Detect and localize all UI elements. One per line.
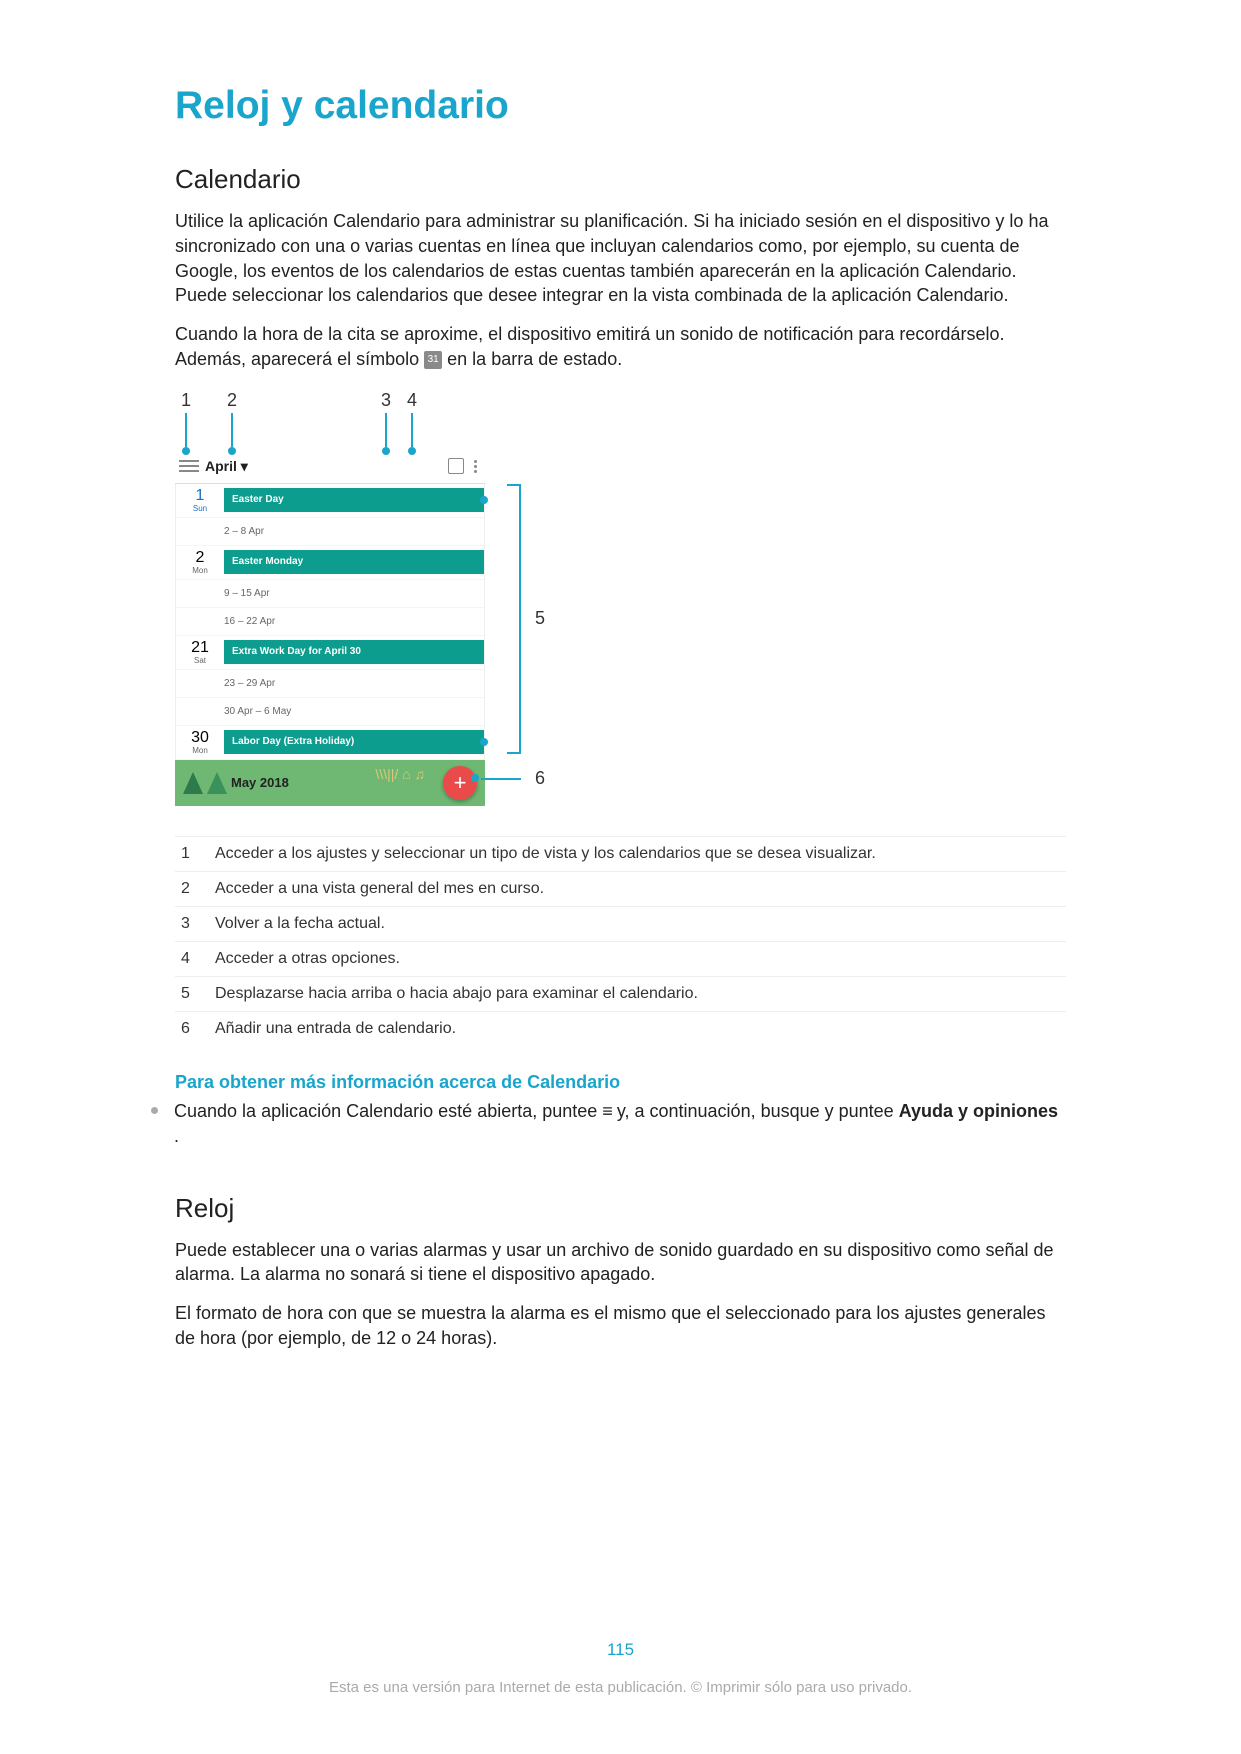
paragraph: Cuando la hora de la cita se aproxime, e…	[175, 322, 1066, 372]
table-row: 6Añadir una entrada de calendario.	[175, 1011, 1066, 1046]
date-number: 2	[180, 550, 220, 566]
event-pill[interactable]: Easter Monday	[224, 550, 484, 574]
calendar-header: April ▾	[175, 450, 485, 484]
legend-text: Acceder a una vista general del mes en c…	[209, 871, 1066, 906]
callout-5-bracket	[507, 484, 521, 754]
table-row: 5Desplazarse hacia arriba o hacia abajo …	[175, 976, 1066, 1011]
event-pill[interactable]: Easter Day	[224, 488, 484, 512]
legend-number: 3	[175, 906, 209, 941]
page-number: 115	[0, 1640, 1241, 1660]
paragraph: El formato de hora con que se muestra la…	[175, 1301, 1066, 1351]
date-column: 1Sun	[176, 484, 224, 517]
day-row: 1SunEaster Day	[176, 484, 484, 518]
callout-label: 2	[227, 390, 237, 410]
date-dayname: Sun	[180, 504, 220, 513]
calendar-illustration: 1 2 3 4 April ▾ 1SunEaster Day2 – 8 Apr2…	[175, 390, 485, 806]
footer-month: May 2018	[231, 775, 289, 790]
callout-6-dot	[471, 774, 479, 782]
week-range: 2 – 8 Apr	[176, 518, 484, 546]
legend-number: 1	[175, 836, 209, 871]
day-row: 21SatExtra Work Day for April 30	[176, 636, 484, 670]
legend-text: Acceder a otras opciones.	[209, 941, 1066, 976]
date-number: 21	[180, 640, 220, 656]
date-dayname: Mon	[180, 566, 220, 575]
callout-2: 2	[227, 390, 237, 455]
section-heading-calendario: Calendario	[175, 164, 1066, 195]
footer-note: Esta es una versión para Internet de est…	[0, 1679, 1241, 1696]
callout-3: 3	[381, 390, 391, 455]
week-range: 16 – 22 Apr	[176, 608, 484, 636]
calendar-status-icon: 31	[424, 351, 442, 369]
paragraph: Cuando la aplicación Calendario esté abi…	[174, 1099, 1066, 1149]
week-range: 30 Apr – 6 May	[176, 698, 484, 726]
callout-label: 1	[181, 390, 191, 410]
calendar-footer: May 2018 \\\||/ ⌂ ♫ +	[175, 760, 485, 806]
legend-number: 5	[175, 976, 209, 1011]
legend-number: 2	[175, 871, 209, 906]
legend-number: 6	[175, 1011, 209, 1046]
legend-text: Desplazarse hacia arriba o hacia abajo p…	[209, 976, 1066, 1011]
callout-6-line	[481, 778, 521, 780]
paragraph: Utilice la aplicación Calendario para ad…	[175, 209, 1066, 308]
date-number: 1	[180, 488, 220, 504]
date-number: 30	[180, 730, 220, 746]
callout-4: 4	[407, 390, 417, 455]
legend-table: 1Acceder a los ajustes y seleccionar un …	[175, 836, 1066, 1046]
paragraph: Puede establecer una o varias alarmas y …	[175, 1238, 1066, 1288]
add-event-fab[interactable]: +	[443, 766, 477, 800]
legend-number: 4	[175, 941, 209, 976]
table-row: 3Volver a la fecha actual.	[175, 906, 1066, 941]
legend-text: Acceder a los ajustes y seleccionar un t…	[209, 836, 1066, 871]
section-heading-reloj: Reloj	[175, 1193, 1066, 1224]
date-dayname: Mon	[180, 746, 220, 755]
table-row: 4Acceder a otras opciones.	[175, 941, 1066, 976]
callout-1: 1	[181, 390, 191, 455]
callout-5: 5	[535, 608, 545, 629]
callout-label: 4	[407, 390, 417, 410]
day-row: 2MonEaster Monday	[176, 546, 484, 580]
more-icon[interactable]	[470, 460, 481, 473]
date-dayname: Sat	[180, 656, 220, 665]
tree-icon	[183, 772, 203, 794]
legend-text: Añadir una entrada de calendario.	[209, 1011, 1066, 1046]
week-range: 9 – 15 Apr	[176, 580, 484, 608]
hamburger-icon[interactable]	[179, 460, 199, 472]
tree-icon	[207, 772, 227, 794]
legend-text: Volver a la fecha actual.	[209, 906, 1066, 941]
subheading-moreinfo: Para obtener más información acerca de C…	[175, 1072, 1066, 1093]
hamburger-icon: ≡	[602, 1101, 612, 1121]
table-row: 2Acceder a una vista general del mes en …	[175, 871, 1066, 906]
text: Cuando la aplicación Calendario esté abi…	[174, 1101, 602, 1121]
date-column: 30Mon	[176, 726, 224, 759]
text: .	[174, 1126, 179, 1146]
text-bold: Ayuda y opiniones	[899, 1101, 1058, 1121]
date-column: 2Mon	[176, 546, 224, 579]
table-row: 1Acceder a los ajustes y seleccionar un …	[175, 836, 1066, 871]
week-range: 23 – 29 Apr	[176, 670, 484, 698]
callout-6: 6	[535, 768, 545, 789]
page-title: Reloj y calendario	[175, 84, 1066, 128]
day-row: 30MonLabor Day (Extra Holiday)	[176, 726, 484, 760]
event-pill[interactable]: Labor Day (Extra Holiday)	[224, 730, 484, 754]
bullet-icon	[151, 1107, 158, 1114]
text: y, a continuación, busque y puntee	[617, 1101, 899, 1121]
event-pill[interactable]: Extra Work Day for April 30	[224, 640, 484, 664]
decoration-icon: \\\||/ ⌂ ♫	[375, 766, 425, 782]
calendar-body[interactable]: 1SunEaster Day2 – 8 Apr2MonEaster Monday…	[175, 484, 485, 760]
text: en la barra de estado.	[447, 349, 622, 369]
month-dropdown[interactable]: April ▾	[205, 458, 442, 475]
date-column: 21Sat	[176, 636, 224, 669]
callout-label: 3	[381, 390, 391, 410]
today-icon[interactable]	[448, 458, 464, 474]
